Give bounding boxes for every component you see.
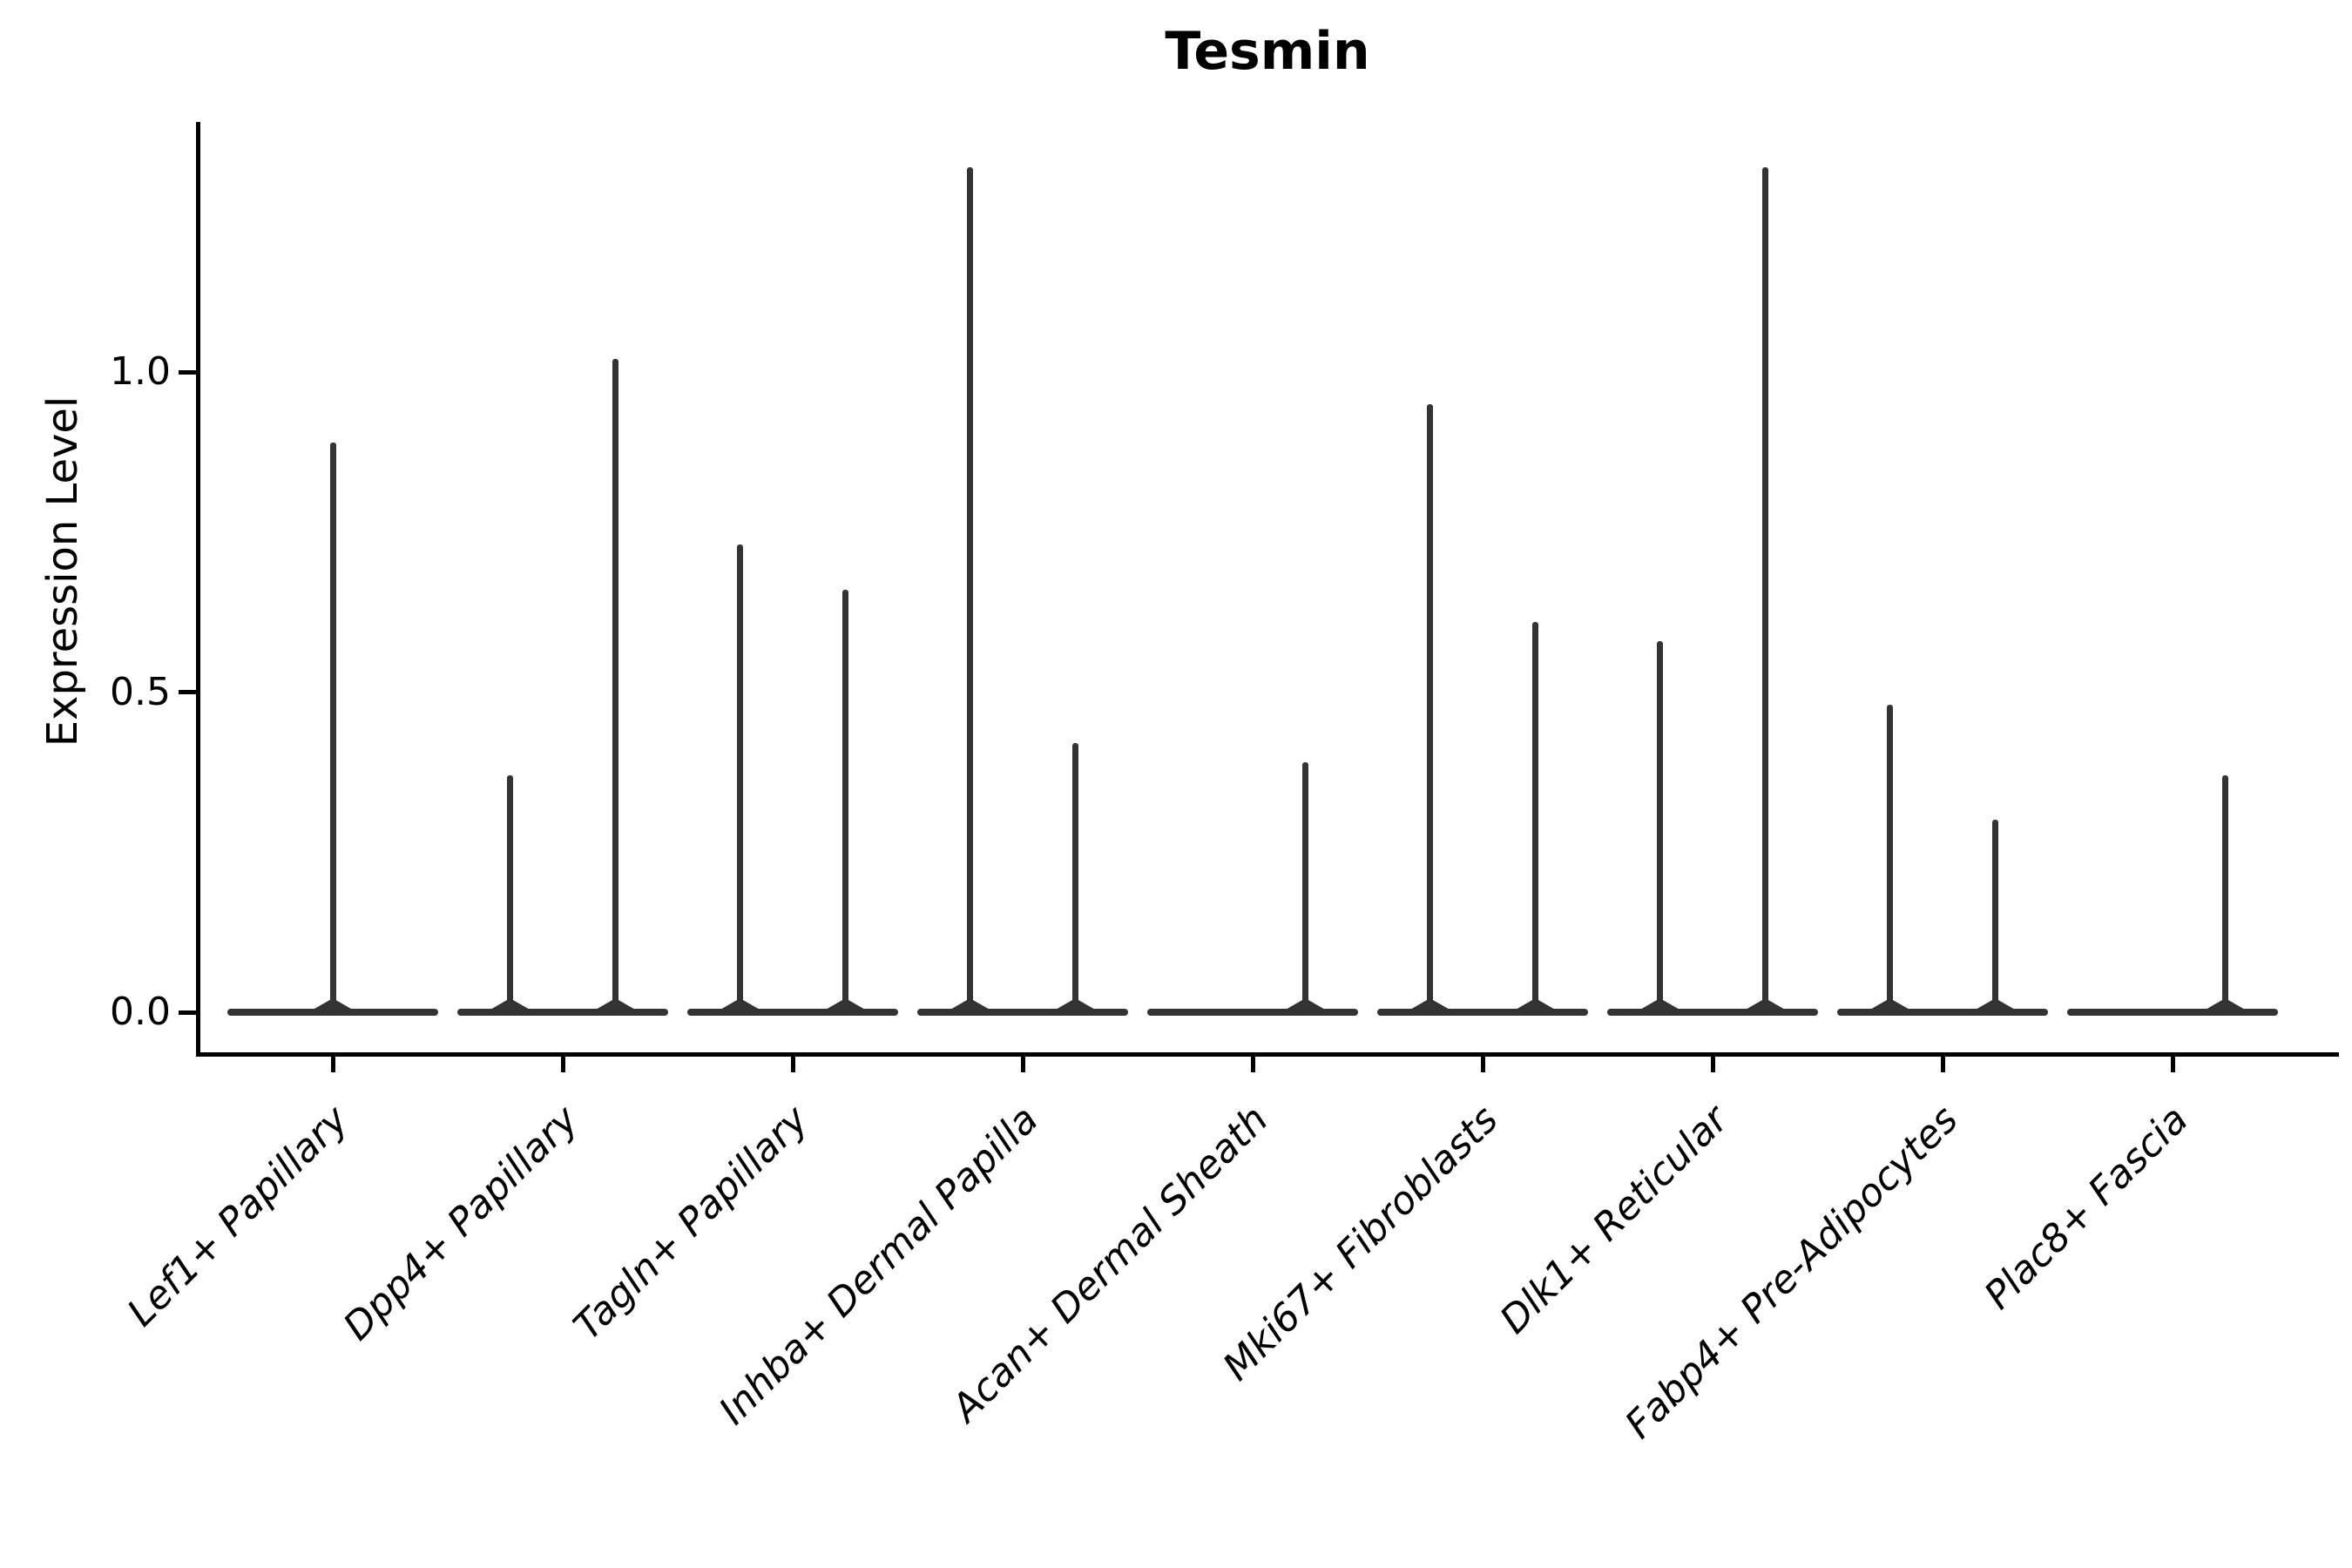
- x-axis-spine: [196, 1052, 2339, 1057]
- violin-body: [1377, 1009, 1588, 1016]
- violin-spike: [842, 590, 848, 1012]
- violin-body: [1147, 1009, 1358, 1016]
- x-tick: [2170, 1057, 2175, 1072]
- violin-body: [2067, 1009, 2278, 1016]
- y-tick: [179, 690, 198, 694]
- violin-spike: [1532, 622, 1538, 1012]
- violin-spike: [1887, 705, 1893, 1012]
- y-tick-label: 0.5: [110, 669, 171, 714]
- violin-spike: [507, 775, 513, 1012]
- y-tick-label: 1.0: [110, 349, 171, 394]
- x-tick: [790, 1057, 795, 1072]
- violin-spike: [1302, 762, 1308, 1012]
- violin-spike: [329, 443, 336, 1012]
- violin-body: [917, 1009, 1128, 1016]
- violin-spike: [1072, 743, 1078, 1012]
- y-tick: [179, 1010, 198, 1015]
- x-tick: [330, 1057, 335, 1072]
- violin-spike: [1657, 641, 1663, 1012]
- violin-body: [1837, 1009, 2048, 1016]
- violin-spike: [967, 167, 973, 1012]
- y-tick-label: 0.0: [110, 990, 171, 1034]
- x-tick: [1020, 1057, 1025, 1072]
- violin-body: [457, 1009, 668, 1016]
- violin-body: [227, 1009, 438, 1016]
- violin-spike: [612, 359, 618, 1012]
- violin-spike: [2222, 775, 2228, 1012]
- chart-title: Tesmin: [1165, 21, 1370, 82]
- x-tick-label: Dpp4+ Papillary: [335, 1097, 587, 1349]
- x-tick: [1250, 1057, 1255, 1072]
- x-tick: [1940, 1057, 1945, 1072]
- violin-spike: [737, 544, 743, 1012]
- y-tick: [179, 369, 198, 375]
- violin-body: [687, 1009, 898, 1016]
- x-tick-label: Plac8+ Fascia: [1976, 1097, 2197, 1319]
- x-tick: [1710, 1057, 1715, 1072]
- violin-spike: [1992, 820, 1998, 1012]
- y-axis-spine: [196, 122, 200, 1057]
- x-tick: [1480, 1057, 1485, 1072]
- x-tick-label: Dlk1+ Reticular: [1491, 1097, 1737, 1342]
- violin-body: [1607, 1009, 1818, 1016]
- x-tick-label: Lef1+ Papillary: [118, 1097, 357, 1335]
- x-tick-label: Tagln+ Papillary: [564, 1097, 817, 1349]
- violin-spike: [1427, 404, 1433, 1012]
- x-tick: [560, 1057, 565, 1072]
- violin-spike: [1762, 167, 1768, 1012]
